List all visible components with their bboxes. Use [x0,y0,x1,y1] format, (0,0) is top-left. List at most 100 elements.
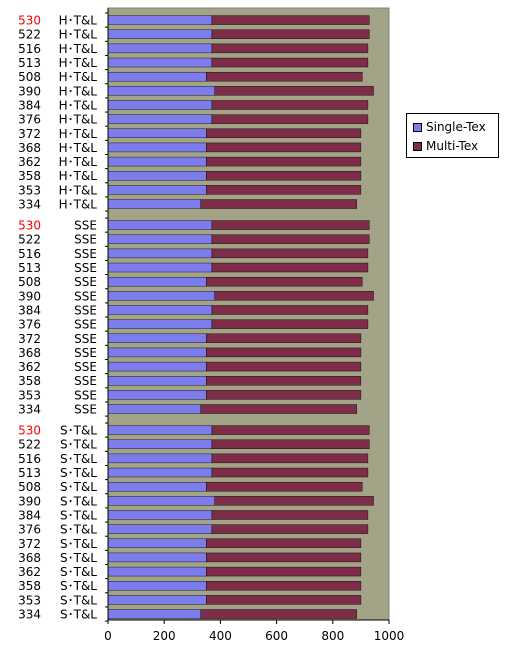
bar-single-tex-0-362 [107,156,207,167]
x-tick-label: 600 [265,629,288,643]
category-group-label: H･T&L [59,127,98,141]
category-number-label: 372 [18,332,41,346]
bar-single-tex-0-508 [107,71,207,82]
x-tick-label: 0 [104,629,112,643]
category-number-label: 384 [18,508,41,522]
category-number-label: 390 [18,494,41,508]
category-number-label: 334 [18,198,41,212]
bar-multi-tex-2-368 [206,552,362,563]
category-group-label: SSE [74,318,97,332]
bar-multi-tex-1-516 [211,248,369,259]
bar-multi-tex-2-362 [206,566,362,577]
bar-multi-tex-2-522 [211,439,370,449]
bar-single-tex-1-372 [107,333,207,343]
bar-multi-tex-2-376 [211,524,369,534]
category-group-label: S･T&L [60,480,97,494]
bar-multi-tex-1-362 [206,361,362,372]
bar-single-tex-0-353 [107,185,207,195]
bar-single-tex-2-530 [107,425,213,435]
category-number-label: 334 [18,403,41,417]
category-group-label: S･T&L [60,565,97,579]
legend-swatch-single-tex [413,122,422,132]
bar-multi-tex-1-530 [211,220,370,230]
legend-swatch-multi-tex [413,141,422,151]
category-group-label: H･T&L [59,56,98,70]
category-group-label: SSE [74,332,97,346]
bar-multi-tex-2-390 [214,496,374,506]
category-number-label: 372 [18,127,41,141]
category-group-label: SSE [74,346,97,360]
bar-single-tex-1-516 [107,248,213,259]
bar-single-tex-1-376 [107,319,213,329]
category-number-label: 362 [18,565,41,579]
category-number-label: 376 [18,523,41,537]
category-number-label: 372 [18,537,41,551]
bar-single-tex-1-358 [107,376,207,386]
bar-multi-tex-0-358 [206,171,362,181]
category-group-label: H･T&L [59,28,98,42]
bar-single-tex-1-384 [107,305,213,315]
bar-single-tex-2-376 [107,524,213,534]
legend: Single-Tex Multi-Tex [406,113,499,158]
bar-multi-tex-2-372 [206,538,362,548]
legend-item-multi-tex: Multi-Tex [413,139,478,153]
category-labels: 530 H･T&L 522 H･T&L 516 H･T&L 513 H･T&L 508 H･T&L… [18,14,97,622]
x-tick-label: 1000 [374,629,405,643]
bar-multi-tex-1-384 [211,305,369,315]
category-number-label: 390 [18,84,41,98]
category-group-label: S･T&L [60,494,97,508]
bar-single-tex-0-372 [107,128,207,138]
bar-single-tex-2-362 [107,566,207,577]
bar-multi-tex-1-358 [206,376,362,386]
bar-multi-tex-2-508 [206,481,363,492]
bar-multi-tex-2-513 [211,467,369,478]
bar-single-tex-2-522 [107,439,213,449]
category-group-label: SSE [74,388,97,402]
category-number-label: 384 [18,98,41,112]
bar-single-tex-1-522 [107,234,213,244]
category-group-label: H･T&L [59,198,98,212]
category-number-label: 390 [18,289,41,303]
bar-single-tex-0-376 [107,114,213,124]
bar-multi-tex-2-353 [206,595,362,605]
bar-multi-tex-0-384 [211,100,369,110]
bar-multi-tex-0-368 [206,142,362,153]
category-number-label: 353 [18,593,41,607]
bar-single-tex-0-522 [107,29,213,39]
category-group-label: H･T&L [59,169,98,183]
bar-series-layer [107,15,374,619]
bar-single-tex-1-362 [107,361,207,372]
category-number-label: 530 [18,14,41,28]
legend-label-single-tex: Single-Tex [426,120,486,134]
bar-multi-tex-2-358 [206,581,362,591]
bar-multi-tex-2-530 [211,425,370,435]
bar-multi-tex-0-522 [211,29,370,39]
bar-single-tex-1-530 [107,220,213,230]
bar-single-tex-0-390 [107,86,215,96]
bar-multi-tex-1-368 [206,347,362,358]
category-number-label: 358 [18,169,41,183]
bar-single-tex-0-516 [107,43,213,54]
bar-single-tex-1-353 [107,390,207,400]
category-group-label: SSE [74,360,97,374]
category-group-label: H･T&L [59,113,98,127]
bar-multi-tex-1-376 [211,319,369,329]
category-group-label: S･T&L [60,537,97,551]
category-group-label: SSE [74,219,97,233]
category-number-label: 508 [18,480,41,494]
category-number-label: 368 [18,551,41,565]
bar-multi-tex-1-513 [211,262,369,273]
x-tick-label: 400 [209,629,232,643]
x-tick-label: 800 [321,629,344,643]
bar-multi-tex-1-334 [200,404,357,414]
category-group-label: S･T&L [60,508,97,522]
category-number-label: 522 [18,438,41,452]
category-number-label: 522 [18,28,41,42]
category-group-label: S･T&L [60,579,97,593]
category-group-label: S･T&L [60,593,97,607]
category-number-label: 358 [18,374,41,388]
category-number-label: 516 [18,247,41,261]
category-group-label: S･T&L [60,608,97,622]
bar-single-tex-0-513 [107,57,213,68]
